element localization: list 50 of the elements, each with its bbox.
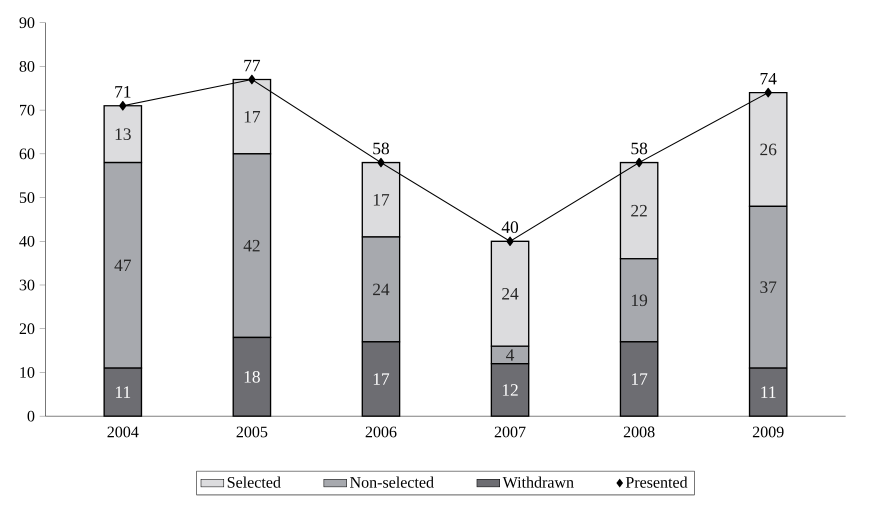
x-tick-label: 2009 <box>752 426 784 438</box>
point <box>248 74 256 84</box>
y-tick-label: 20 <box>20 323 34 334</box>
y-tick-label: 10 <box>20 366 34 378</box>
data-label: 47 <box>114 260 131 271</box>
data-label: 26 <box>760 144 776 156</box>
data-label: 58 <box>631 142 648 154</box>
data-label: 40 <box>502 221 518 233</box>
legend-label: Withdrawn <box>502 476 574 488</box>
data-label: 17 <box>244 110 260 122</box>
x-tick-label: 2004 <box>108 426 139 438</box>
data-label: 77 <box>244 60 260 72</box>
point <box>506 236 514 246</box>
y-tick-label: 90 <box>19 17 34 28</box>
point <box>377 158 385 168</box>
legend-label: Non-selected <box>350 476 434 488</box>
y-tick-label: 30 <box>20 280 34 290</box>
data-label: 22 <box>631 204 647 216</box>
data-label: 58 <box>373 142 389 154</box>
legend-label: Presented <box>626 476 688 488</box>
data-label: 24 <box>373 284 390 296</box>
data-label: 74 <box>760 72 777 84</box>
x-tick-label: 2006 <box>366 426 396 438</box>
y-tick-label: 0 <box>28 410 34 422</box>
point <box>119 100 127 110</box>
data-label: 17 <box>374 373 390 385</box>
y-tick-label: 50 <box>20 192 34 203</box>
y-tick-label: 40 <box>19 236 34 247</box>
y-tick-label: 80 <box>20 60 34 72</box>
point <box>635 158 643 168</box>
x-tick-label: 2007 <box>494 426 526 438</box>
data-label: 17 <box>374 194 390 206</box>
data-label: 4 <box>506 349 514 361</box>
data-label: 19 <box>632 294 648 306</box>
x-tick-label: 2005 <box>236 426 268 438</box>
data-label: 71 <box>115 86 130 98</box>
data-label: 18 <box>244 370 260 383</box>
data-label: 12 <box>502 384 518 396</box>
data-label: 17 <box>632 373 648 385</box>
data-label: 13 <box>116 128 131 140</box>
data-label: 24 <box>502 288 518 300</box>
point <box>764 88 772 98</box>
data-label: 37 <box>760 281 776 293</box>
data-label: 42 <box>244 240 260 252</box>
legend-label: Selected <box>228 476 281 488</box>
data-label: 11 <box>116 386 130 398</box>
x-tick-label: 2008 <box>624 426 655 438</box>
y-tick-label: 70 <box>20 104 34 116</box>
y-tick-label: 60 <box>20 148 34 160</box>
data-label: 11 <box>761 386 776 398</box>
